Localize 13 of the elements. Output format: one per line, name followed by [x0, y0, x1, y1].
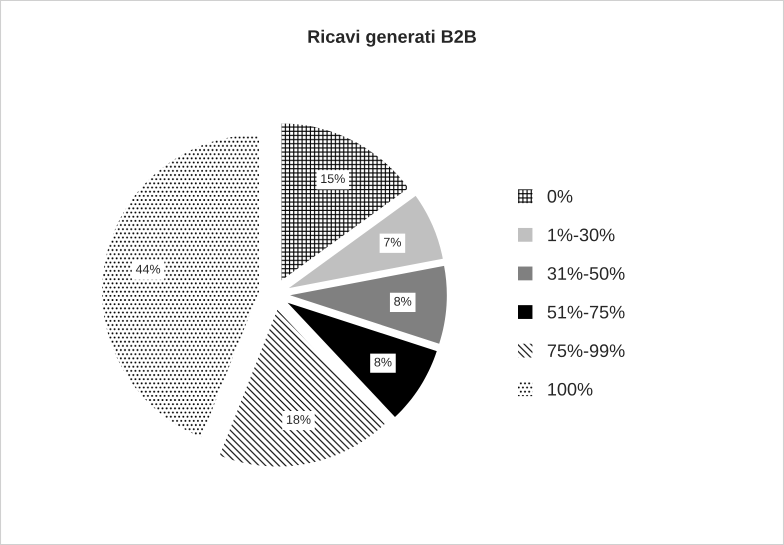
legend-label: 1%-30%: [548, 228, 615, 242]
data-label: 8%: [394, 296, 412, 306]
data-label: 44%: [136, 264, 160, 274]
legend-label: 51%-75%: [548, 306, 625, 318]
legend-label: 0%: [548, 190, 572, 203]
legend-label: 31%-50%: [548, 267, 625, 280]
data-label: 18%: [286, 415, 311, 424]
data-label: 8%: [374, 358, 392, 367]
chart-title: Ricavi generati B2B: [308, 30, 476, 47]
data-label: 15%: [321, 174, 345, 184]
legend-label: 75%-99%: [548, 344, 625, 358]
data-label: 7%: [384, 238, 401, 247]
legend-label: 100%: [548, 382, 592, 396]
